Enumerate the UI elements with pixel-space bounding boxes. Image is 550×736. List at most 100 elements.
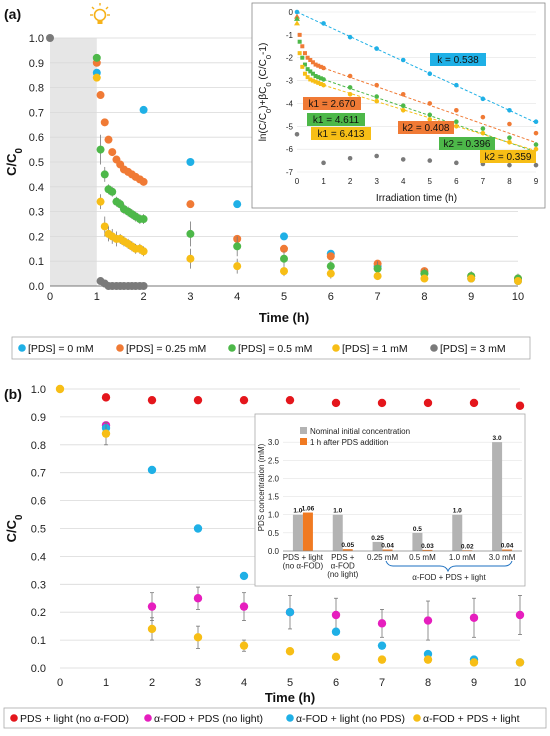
y-tick-label: 1.0	[31, 384, 46, 396]
series	[92, 73, 522, 286]
rate-constant-box	[430, 53, 486, 66]
data-point	[147, 395, 157, 405]
data-point	[280, 267, 288, 276]
series	[294, 20, 539, 152]
data-point	[139, 215, 148, 224]
data-point	[480, 130, 486, 136]
data-point	[313, 79, 318, 84]
data-point	[104, 135, 113, 144]
series	[55, 384, 525, 667]
data-point	[280, 254, 288, 263]
data-point	[300, 55, 305, 60]
y-tick-label: 0.2	[29, 231, 44, 243]
label-part: 0	[264, 55, 273, 59]
data-point	[533, 130, 539, 136]
data-point	[96, 91, 105, 100]
x-tick-label: 5	[281, 291, 287, 303]
y-tick-label: 0.1	[31, 635, 46, 647]
y-tick-label: -5	[286, 122, 294, 131]
data-point	[377, 398, 387, 408]
data-point	[423, 616, 433, 625]
legend-marker	[10, 714, 18, 722]
y-tick-label: 2.0	[268, 474, 280, 483]
data-point	[147, 624, 157, 634]
legend-entry: α-FOD + PDS (no light)	[154, 713, 263, 725]
bulb-glass	[93, 8, 107, 22]
data-point	[193, 633, 203, 642]
bar-value-label: 1.0	[453, 508, 462, 515]
data-point	[427, 117, 433, 122]
x-axis-title: Time (h)	[265, 690, 315, 705]
category-label: PDS + α-FOD (no light)	[327, 553, 358, 579]
data-point	[139, 247, 148, 256]
data-point	[297, 51, 302, 56]
y-tick-label: 0.0	[268, 547, 280, 556]
data-point	[302, 62, 307, 67]
x-tick-label: 3	[195, 677, 201, 689]
x-tick-label: 4	[241, 677, 247, 689]
data-point	[318, 76, 323, 81]
legend-swatch	[300, 438, 307, 445]
bar-value-label: 0.04	[501, 543, 514, 550]
panel-label-b: (b)	[4, 386, 22, 402]
data-point	[233, 200, 242, 209]
y-axis-title: C/C0	[4, 148, 25, 176]
bar	[372, 541, 383, 551]
x-tick-label: 6	[328, 291, 334, 303]
inset-y-axis-title: ln(C/C0)+βC0 (C/C0-1)	[258, 43, 273, 142]
data-point	[374, 46, 379, 51]
x-tick-label: 1	[321, 177, 326, 186]
data-point	[46, 34, 54, 42]
data-point	[400, 107, 406, 113]
y-tick-label: 2.5	[268, 456, 280, 465]
data-point	[321, 82, 326, 88]
x-tick-label: 7	[379, 677, 385, 689]
data-point	[507, 121, 512, 127]
bar	[452, 514, 463, 551]
x-tick-label: 8	[425, 677, 431, 689]
rate-constant-label: k1 = 4.611	[313, 115, 360, 126]
bar-value-label: 0.03	[421, 543, 434, 550]
data-point	[316, 75, 321, 80]
data-point	[347, 73, 353, 79]
data-point	[305, 67, 310, 72]
data-point	[321, 77, 326, 82]
x-tick-label: 10	[514, 677, 526, 689]
data-point	[100, 170, 109, 179]
data-point	[96, 197, 105, 206]
x-tick-label: 5	[428, 177, 433, 186]
data-point	[347, 91, 353, 97]
rate-constant-box	[439, 137, 495, 150]
x-tick-label: 6	[454, 177, 459, 186]
legend-entry: [PDS] = 0.5 mM	[238, 343, 312, 355]
data-point	[139, 105, 148, 114]
category-label: 0.5 mM	[409, 553, 436, 562]
data-point	[480, 114, 486, 120]
data-point	[454, 119, 459, 125]
data-point	[331, 398, 341, 408]
y-tick-label: 0.3	[31, 579, 46, 591]
x-tick-label: 10	[512, 291, 524, 303]
bar	[502, 549, 513, 551]
rate-constant-box	[480, 150, 536, 163]
bar-value-label: 1.06	[302, 506, 315, 513]
category-label-line: 0.25 mM	[367, 553, 398, 562]
legend-frame	[11, 336, 531, 360]
bar-value-label: 0.04	[381, 543, 394, 550]
data-point	[318, 64, 323, 69]
data-point	[533, 119, 539, 125]
x-tick-label: 1	[94, 291, 100, 303]
data-point	[308, 58, 313, 62]
data-point	[316, 80, 321, 85]
y-tick-label: -3	[286, 77, 294, 86]
data-point	[377, 641, 387, 650]
data-point	[454, 107, 459, 113]
label-part: 0	[264, 109, 273, 113]
series	[101, 421, 525, 641]
y-tick-label: 1.0	[268, 511, 280, 520]
data-point	[400, 103, 406, 109]
data-point	[507, 139, 512, 145]
legend-entry: PDS + light (no α-FOD)	[20, 713, 129, 725]
